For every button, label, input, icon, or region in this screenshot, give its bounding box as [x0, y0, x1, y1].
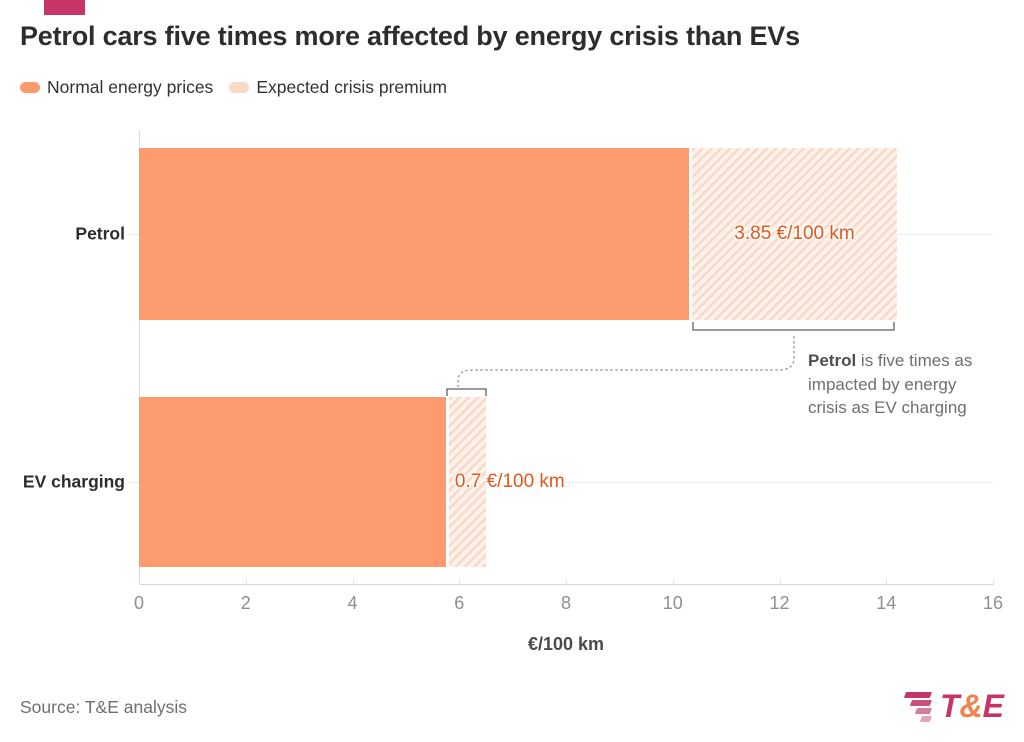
legend-label-normal: Normal energy prices [47, 77, 214, 97]
x-tick-label: 6 [454, 580, 465, 613]
annotation-text: Petrol is five times as impacted by ener… [808, 349, 984, 420]
te-logo: T&E [902, 688, 1004, 725]
x-tick-label: 2 [240, 580, 251, 613]
chart-title: Petrol cars five times more affected by … [20, 21, 800, 51]
x-tick-label: 0 [133, 580, 145, 613]
x-tick-label: 8 [560, 580, 572, 613]
annotation-bold-word: Petrol [808, 351, 857, 370]
x-tick-label: 14 [876, 580, 897, 613]
x-tick-label: 12 [769, 580, 790, 613]
bar-ev-premium: 0.7 €/100 km [448, 397, 565, 567]
bar-row-petrol: Petrol 3.85 €/100 km [75, 148, 993, 320]
te-logo-text: T&E [940, 688, 1004, 724]
bar-row-ev: EV charging 0.7 €/100 km [23, 397, 993, 567]
category-label-ev: EV charging [22, 471, 125, 492]
te-logo-mark-icon [902, 690, 933, 724]
bar-ev-normal [139, 397, 446, 567]
legend-item-premium: Expected crisis premium [229, 77, 447, 98]
x-tick-label: 10 [662, 580, 683, 613]
bar-petrol-premium: 3.85 €/100 km [691, 148, 898, 320]
x-axis-ticks: 0 2 4 6 8 10 12 14 16 [134, 580, 1003, 621]
gridline-ev [128, 482, 993, 483]
x-axis-title: €/100 km [527, 634, 605, 654]
x-tick-label: 4 [347, 580, 358, 613]
bar-petrol-normal [139, 148, 689, 320]
legend-swatch-premium [229, 82, 250, 93]
category-label-petrol: Petrol [75, 223, 125, 244]
petrol-premium-value-label: 3.85 €/100 km [734, 223, 855, 244]
legend-swatch-normal [20, 82, 40, 93]
ev-premium-value-label: 0.7 €/100 km [454, 471, 565, 492]
annotation-rest: is five times as impacted by energy cris… [808, 351, 973, 417]
brand-accent-bar [44, 0, 85, 15]
legend-label-premium: Expected crisis premium [256, 77, 447, 97]
legend-item-normal: Normal energy prices [20, 77, 213, 98]
source-text: Source: T&E analysis [20, 697, 187, 717]
y-axis-line [139, 130, 140, 585]
plot-area: Petrol 3.85 €/100 km EV charging 0.7 €/1… [23, 130, 1003, 654]
legend: Normal energy prices Expected crisis pre… [20, 77, 447, 98]
x-tick-label: 16 [982, 580, 1004, 613]
